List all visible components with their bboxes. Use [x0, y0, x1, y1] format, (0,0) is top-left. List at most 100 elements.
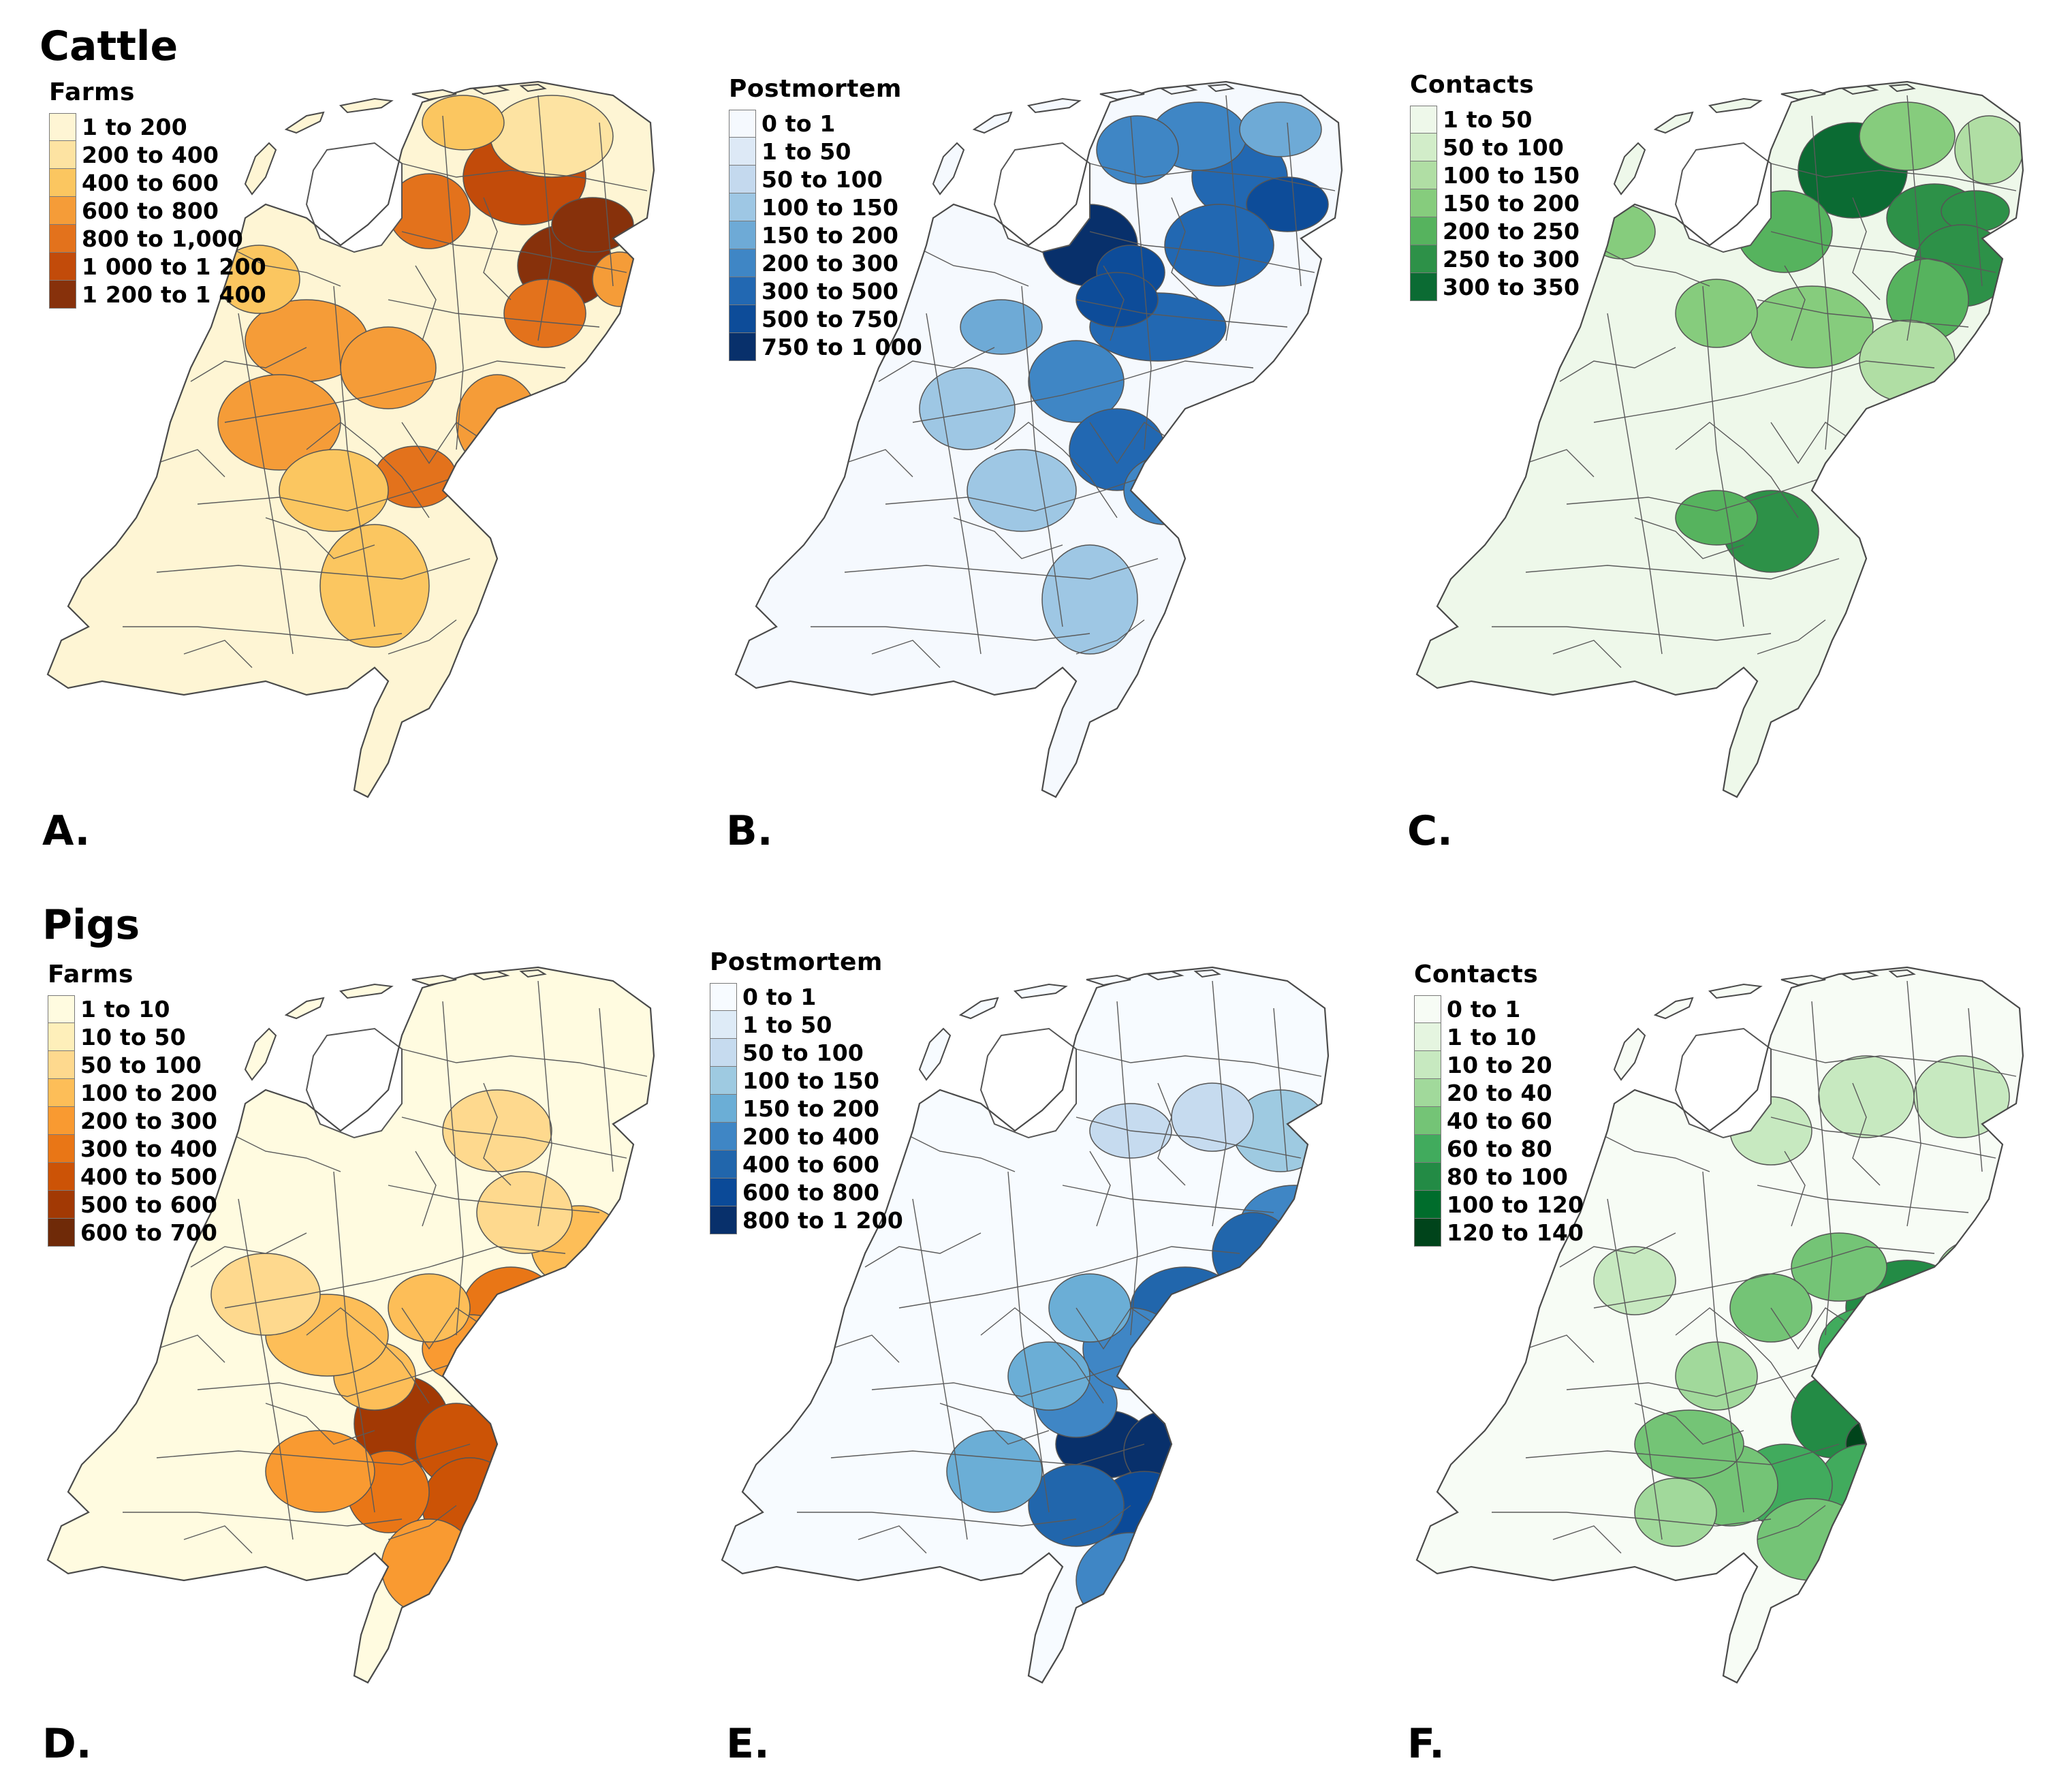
wadden-island [972, 111, 1013, 134]
legend-label: 50 to 100 [742, 1040, 864, 1066]
legend-label: 50 to 100 [1443, 134, 1565, 161]
region-area [1069, 408, 1165, 491]
municipality-boundary [1492, 1512, 1772, 1527]
municipality-boundary [1757, 1185, 1969, 1213]
legend-swatch [48, 1219, 75, 1247]
region-area [1791, 1232, 1887, 1302]
municipality-boundary [1225, 95, 1240, 341]
municipality-boundary [265, 1403, 375, 1445]
legend-item: 400 to 500 [48, 1163, 217, 1191]
panel-label-c: C. [1407, 807, 1453, 855]
panel-label-a: A. [42, 807, 91, 855]
legend-swatch [48, 1079, 75, 1107]
municipality-boundary [1702, 1171, 1744, 1513]
legend-label: 0 to 1 [762, 110, 836, 137]
legend-item: 150 to 200 [710, 1095, 903, 1123]
legend-label: 40 to 60 [1447, 1108, 1552, 1134]
legend-label: 200 to 300 [762, 250, 899, 277]
legend-swatch [1410, 273, 1437, 301]
legend-label: 1 to 50 [742, 1012, 832, 1038]
legend-swatch [1410, 134, 1437, 161]
legend-item: 250 to 300 [1410, 245, 1580, 273]
wadden-island [932, 142, 965, 196]
legend-swatch [729, 221, 756, 249]
country-border [1415, 80, 2024, 798]
legend-item: 200 to 300 [48, 1107, 217, 1135]
legend-item: 40 to 60 [1414, 1107, 1584, 1135]
legend-item: 0 to 1 [710, 983, 903, 1011]
municipality-boundary [1593, 245, 1710, 287]
legend-label: 1 to 10 [1447, 1024, 1537, 1050]
region-area [462, 1266, 559, 1349]
municipality-boundary [1968, 1008, 1983, 1172]
wadden-island [1780, 974, 1826, 986]
municipality-boundary [1757, 1505, 1826, 1540]
municipality-boundary [1116, 1001, 1138, 1336]
municipality-boundary [1811, 115, 1833, 450]
region-area [1859, 319, 1956, 403]
legend-label: 300 to 500 [762, 278, 899, 305]
legend-swatch [729, 305, 756, 333]
legend-label: 200 to 400 [82, 142, 219, 168]
municipality-boundary [1273, 1008, 1288, 1172]
municipality-boundary [599, 1008, 614, 1172]
region-area [1859, 102, 1956, 171]
municipality-boundary [1076, 299, 1288, 328]
municipality-boundary [537, 980, 552, 1227]
wadden-island [1888, 83, 1916, 93]
region-area [1586, 204, 1656, 260]
legend-label: 1 to 10 [80, 996, 170, 1022]
legend-item: 1 000 to 1 200 [49, 253, 266, 281]
municipality-boundary [238, 313, 294, 655]
region-area [279, 449, 389, 532]
legend-label: 600 to 700 [80, 1219, 218, 1246]
legend-item: 600 to 700 [48, 1219, 217, 1247]
legend-label: 150 to 200 [1443, 190, 1580, 217]
wadden-island [411, 89, 457, 101]
legend-swatch [1414, 1191, 1441, 1219]
legend-swatch [1414, 995, 1441, 1023]
legend-label: 50 to 100 [80, 1052, 202, 1078]
legend-swatch [1414, 1219, 1441, 1247]
municipality-boundary [388, 1505, 457, 1540]
legend-swatch [49, 197, 76, 225]
region-area [388, 1273, 471, 1343]
municipality-boundary [858, 1525, 927, 1554]
municipality-boundary [197, 1362, 457, 1397]
legend-item: 150 to 200 [729, 221, 922, 249]
municipality-boundary [1593, 360, 1935, 423]
legend-item: 200 to 400 [710, 1123, 903, 1151]
legend-swatch [1410, 161, 1437, 189]
legend-label: 100 to 120 [1447, 1191, 1584, 1218]
legend-label: 150 to 200 [762, 222, 899, 249]
region-area [1750, 285, 1874, 369]
municipality-boundary [1784, 1151, 1806, 1227]
municipality-boundary [1770, 1048, 2017, 1077]
netherlands-choropleth-map [1415, 966, 2024, 1684]
municipality-boundary [401, 1048, 648, 1077]
municipality-boundary [811, 626, 1090, 641]
wadden-island [1708, 97, 1763, 114]
municipality-boundary [1130, 115, 1152, 450]
municipality-boundary [156, 1334, 225, 1363]
wadden-island [339, 983, 394, 999]
wadden-island [339, 97, 394, 114]
legend-label: 400 to 600 [82, 170, 219, 196]
municipality-boundary [830, 1334, 900, 1363]
municipality-boundary [1525, 1443, 1840, 1465]
wadden-island [1193, 969, 1221, 978]
region-area [490, 95, 614, 178]
region-area [1954, 115, 2023, 185]
municipality-boundary [1634, 517, 1744, 559]
wadden-island [411, 974, 457, 986]
region-area [1593, 1246, 1676, 1315]
legend-swatch [49, 141, 76, 169]
region-area [265, 1430, 375, 1513]
wadden-island [1159, 84, 1198, 95]
municipality-boundary [1525, 1334, 1595, 1363]
legend-item: 500 to 750 [729, 305, 922, 333]
country-landmass [1417, 82, 2023, 797]
municipality-boundary [1811, 1001, 1833, 1336]
legend-item: 100 to 120 [1414, 1191, 1584, 1219]
